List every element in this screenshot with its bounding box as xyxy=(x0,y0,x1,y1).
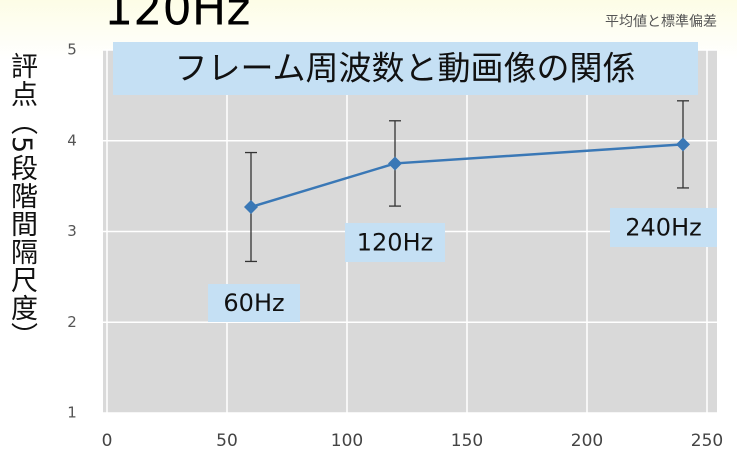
x-tick-label: 150 xyxy=(451,431,483,451)
y-tick-label: 5 xyxy=(67,41,77,59)
annotation: 120Hz xyxy=(357,229,433,257)
x-tick-label: 100 xyxy=(331,431,363,451)
y-tick-label: 1 xyxy=(67,404,77,422)
annotation-box xyxy=(345,223,445,262)
marker xyxy=(676,137,690,152)
chart-title: フレーム周波数と動画像の関係 xyxy=(174,49,635,88)
x-tick-label: 250 xyxy=(691,431,723,451)
chart-subtitle: 平均値と標準偏差 xyxy=(605,14,717,30)
title-box xyxy=(113,42,698,95)
annotation: 240Hz xyxy=(625,214,701,242)
x-tick-label: 0 xyxy=(102,431,113,451)
y-axis-label: 評点（5段階間隔尺度） xyxy=(6,52,37,351)
x-tick-label: 200 xyxy=(571,431,603,451)
y-tick-label: 2 xyxy=(67,313,77,331)
marker xyxy=(244,199,258,214)
y-tick-label: 3 xyxy=(67,222,77,240)
annotation: 60Hz xyxy=(223,289,284,317)
annotation-box xyxy=(208,284,300,322)
marker xyxy=(388,156,402,171)
heading: 120Hz xyxy=(104,0,251,36)
x-tick-label: 50 xyxy=(216,431,238,451)
y-tick-label: 4 xyxy=(67,131,77,149)
annotation-box xyxy=(610,208,717,247)
